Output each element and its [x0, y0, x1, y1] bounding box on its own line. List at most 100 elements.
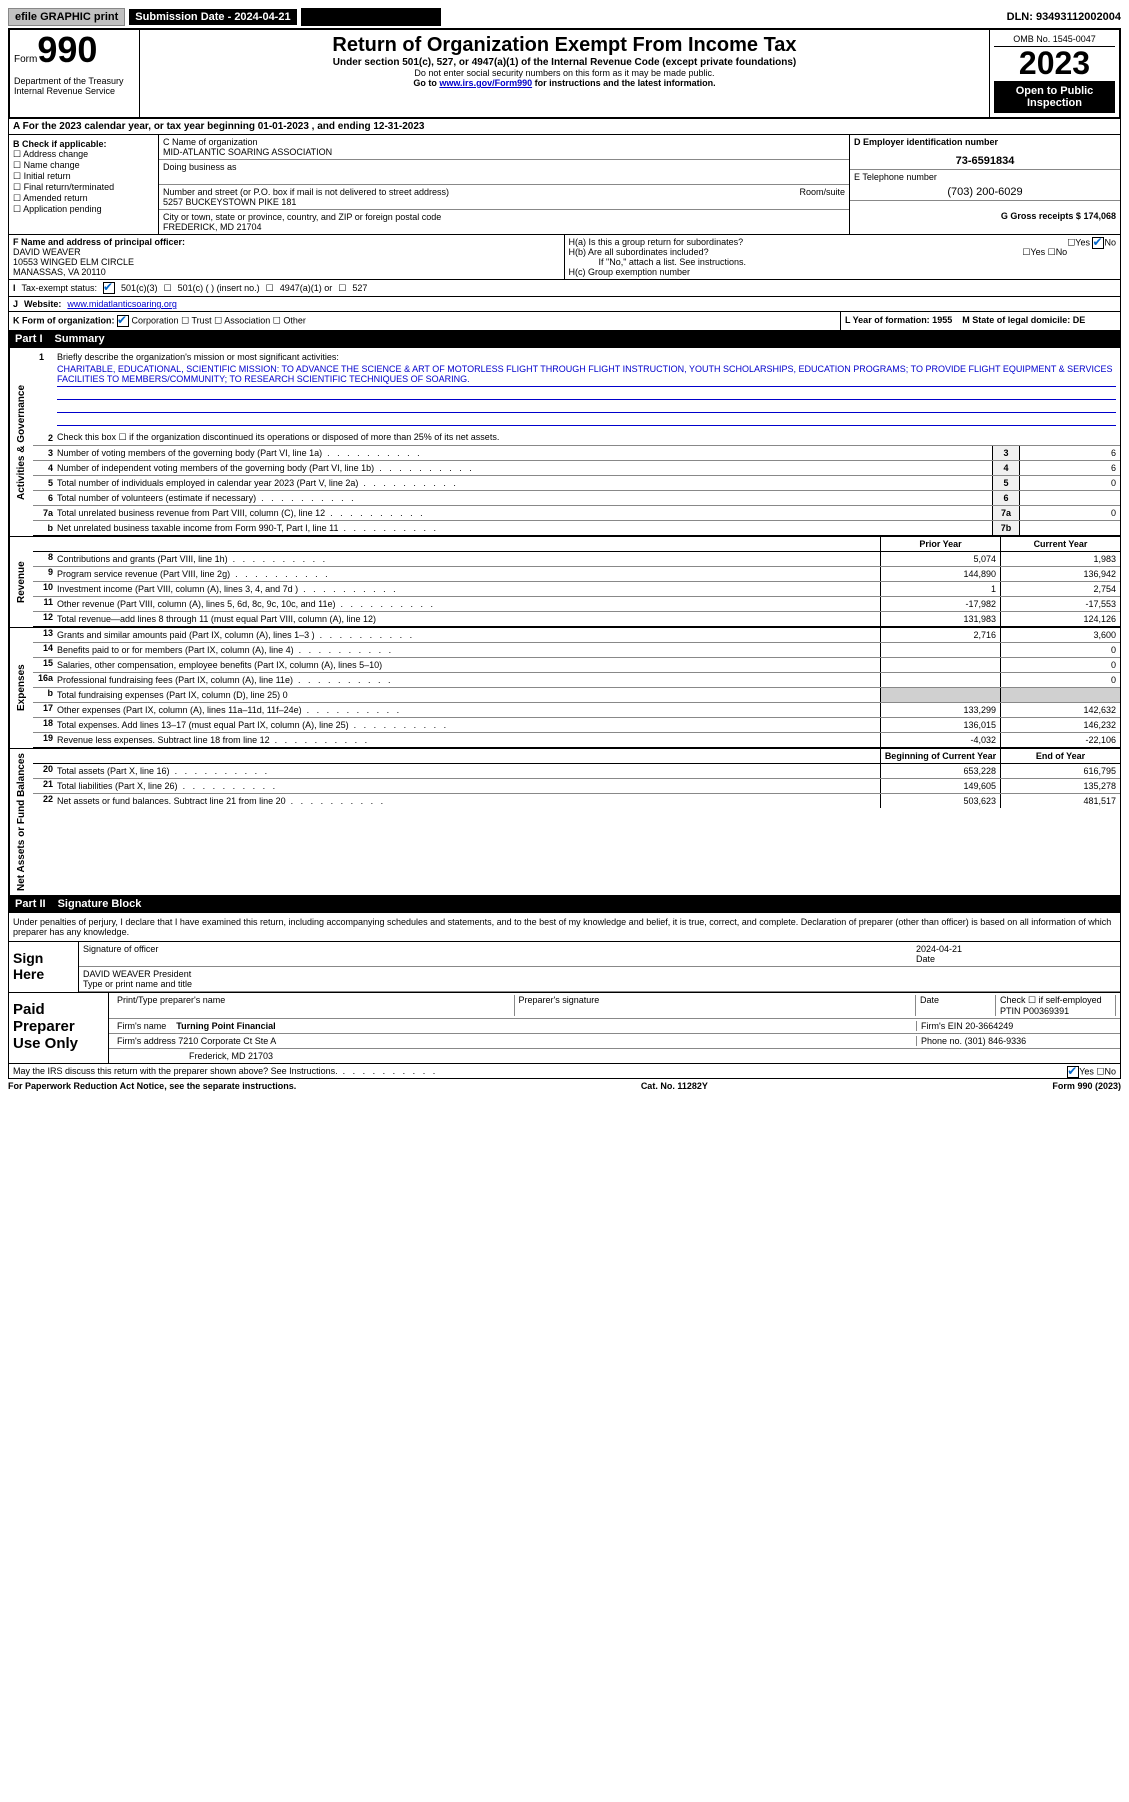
form990-link[interactable]: www.irs.gov/Form990 [439, 78, 532, 88]
discuss-text: May the IRS discuss this return with the… [13, 1066, 435, 1076]
website-link[interactable]: www.midatlanticsoaring.org [67, 299, 177, 309]
revenue-section: Revenue Prior YearCurrent Year 8Contribu… [8, 537, 1121, 628]
tax-status-label: Tax-exempt status: [22, 283, 98, 293]
city-row: City or town, state or province, country… [159, 210, 849, 234]
expenses-side-label: Expenses [9, 628, 33, 748]
h-b: H(b) Are all subordinates included? ☐Yes… [569, 247, 1117, 257]
part2-label: Part II [15, 898, 46, 910]
footer-mid: Cat. No. 11282Y [641, 1081, 708, 1091]
phone-value: (703) 200-6029 [854, 182, 1116, 198]
row-16a: 16aProfessional fundraising fees (Part I… [33, 673, 1120, 688]
signature-section: Under penalties of perjury, I declare th… [8, 913, 1121, 1079]
street-address: 5257 BUCKEYSTOWN PIKE 181 [163, 197, 296, 207]
mission-blank-3 [57, 413, 1116, 426]
footer-line: For Paperwork Reduction Act Notice, see … [8, 1079, 1121, 1091]
form-subtitle: Under section 501(c), 527, or 4947(a)(1)… [144, 57, 985, 68]
part1-header: Part I Summary [8, 331, 1121, 348]
part1-title: Summary [55, 333, 105, 345]
submission-date-button[interactable]: Submission Date - 2024-04-21 [129, 9, 296, 25]
sign-here-grid: Sign Here Signature of officer 2024-04-2… [9, 941, 1120, 992]
sign-here-label: Sign Here [9, 942, 79, 992]
row-5: 5Total number of individuals employed in… [33, 476, 1120, 491]
row-20: 20Total assets (Part X, line 16)653,2286… [33, 764, 1120, 779]
prep-sig-label: Preparer's signature [515, 995, 917, 1016]
website-label: Website: [24, 299, 61, 309]
governance-rows: 1 Briefly describe the organization's mi… [33, 348, 1120, 536]
tax-year: 2023 [994, 47, 1115, 79]
governance-section: Activities & Governance 1 Briefly descri… [8, 348, 1121, 537]
line-1-num: 1 [39, 352, 44, 362]
check-name: ☐ Name change [13, 160, 154, 171]
firm-addr-label: Firm's address [117, 1036, 176, 1046]
dln-label: DLN: 93493112002004 [1007, 11, 1121, 23]
preparer-fields: Print/Type preparer's name Preparer's si… [109, 993, 1120, 1063]
gross-receipts-box: G Gross receipts $ 174,068 [850, 201, 1120, 223]
footer-left: For Paperwork Reduction Act Notice, see … [8, 1081, 296, 1091]
sig-date: 2024-04-21 [916, 944, 962, 954]
ssn-warning: Do not enter social security numbers on … [144, 68, 985, 78]
row-17: 17Other expenses (Part IX, column (A), l… [33, 703, 1120, 718]
efile-button[interactable]: efile GRAPHIC print [8, 8, 125, 26]
form-number-box: Form990 Department of the Treasury Inter… [10, 30, 140, 117]
check-amended: ☐ Amended return [13, 193, 154, 204]
firm-addr2: Frederick, MD 21703 [189, 1051, 273, 1061]
end-year-header: End of Year [1000, 749, 1120, 763]
officer-label: F Name and address of principal officer: [13, 237, 185, 247]
name-row: DAVID WEAVER PresidentType or print name… [79, 967, 1120, 992]
firm-phone: (301) 846-9336 [965, 1036, 1027, 1046]
revenue-rows: Prior YearCurrent Year 8Contributions an… [33, 537, 1120, 627]
mission-text: CHARITABLE, EDUCATIONAL, SCIENTIFIC MISS… [57, 362, 1116, 387]
part2-title: Signature Block [58, 898, 142, 910]
sig-date-label: Date [916, 954, 935, 964]
officer-addr2: MANASSAS, VA 20110 [13, 267, 106, 277]
row-22: 22Net assets or fund balances. Subtract … [33, 794, 1120, 808]
expenses-rows: 13Grants and similar amounts paid (Part … [33, 628, 1120, 748]
year-formation: L Year of formation: 1955 [845, 315, 952, 325]
dept-label: Department of the Treasury Internal Reve… [14, 76, 135, 96]
form-title: Return of Organization Exempt From Incom… [144, 34, 985, 57]
org-name: MID-ATLANTIC SOARING ASSOCIATION [163, 147, 332, 157]
row-9: 9Program service revenue (Part VIII, lin… [33, 567, 1120, 582]
row-13: 13Grants and similar amounts paid (Part … [33, 628, 1120, 643]
org-name-row: C Name of organization MID-ATLANTIC SOAR… [159, 135, 849, 160]
form-org-label: K Form of organization: [13, 315, 115, 325]
row-11: 11Other revenue (Part VIII, column (A), … [33, 597, 1120, 612]
goto-prefix: Go to [413, 78, 439, 88]
discuss-row: May the IRS discuss this return with the… [9, 1063, 1120, 1078]
blank-box [301, 8, 441, 26]
title-box: Return of Organization Exempt From Incom… [140, 30, 989, 117]
row-2: 2Check this box ☐ if the organization di… [33, 430, 1120, 446]
expenses-section: Expenses 13Grants and similar amounts pa… [8, 628, 1121, 749]
addr-row: Number and street (or P.O. box if mail i… [159, 185, 849, 210]
box-l-m: L Year of formation: 1955 M State of leg… [840, 312, 1120, 330]
h-a-no-check [1092, 237, 1104, 249]
ein-value: 73-6591834 [854, 147, 1116, 167]
sign-fields: Signature of officer 2024-04-21Date DAVI… [79, 942, 1120, 992]
box-b-label: B Check if applicable: [13, 139, 154, 149]
firm-addr2-row: Frederick, MD 21703 [109, 1049, 1120, 1063]
row-16b: bTotal fundraising expenses (Part IX, co… [33, 688, 1120, 703]
ptin-value: P00369391 [1023, 1006, 1069, 1016]
check-pending: ☐ Application pending [13, 204, 154, 215]
prep-name-label: Print/Type preparer's name [113, 995, 515, 1016]
firm-phone-label: Phone no. [921, 1036, 962, 1046]
box-b: B Check if applicable: ☐ Address change … [9, 135, 159, 234]
h-a: H(a) Is this a group return for subordin… [569, 237, 1117, 247]
h-b-note: If "No," attach a list. See instructions… [569, 257, 1117, 267]
row-14: 14Benefits paid to or for members (Part … [33, 643, 1120, 658]
part2-header: Part II Signature Block [8, 896, 1121, 913]
form-number: 990 [37, 29, 97, 70]
row-8: 8Contributions and grants (Part VIII, li… [33, 552, 1120, 567]
city-label: City or town, state or province, country… [163, 212, 441, 222]
501c3-check [103, 282, 115, 294]
check-address: ☐ Address change [13, 149, 154, 160]
h-c: H(c) Group exemption number [569, 267, 1117, 277]
sig-row: Signature of officer 2024-04-21Date [79, 942, 1120, 967]
row-6: 6Total number of volunteers (estimate if… [33, 491, 1120, 506]
sig-label: Signature of officer [83, 944, 158, 954]
firm-ein: 20-3664249 [965, 1021, 1013, 1031]
net-col-header: Beginning of Current YearEnd of Year [33, 749, 1120, 764]
mission-prompt: Briefly describe the organization's miss… [57, 352, 339, 362]
phone-box: E Telephone number (703) 200-6029 [850, 170, 1120, 201]
prep-row-1: Print/Type preparer's name Preparer's si… [109, 993, 1120, 1019]
